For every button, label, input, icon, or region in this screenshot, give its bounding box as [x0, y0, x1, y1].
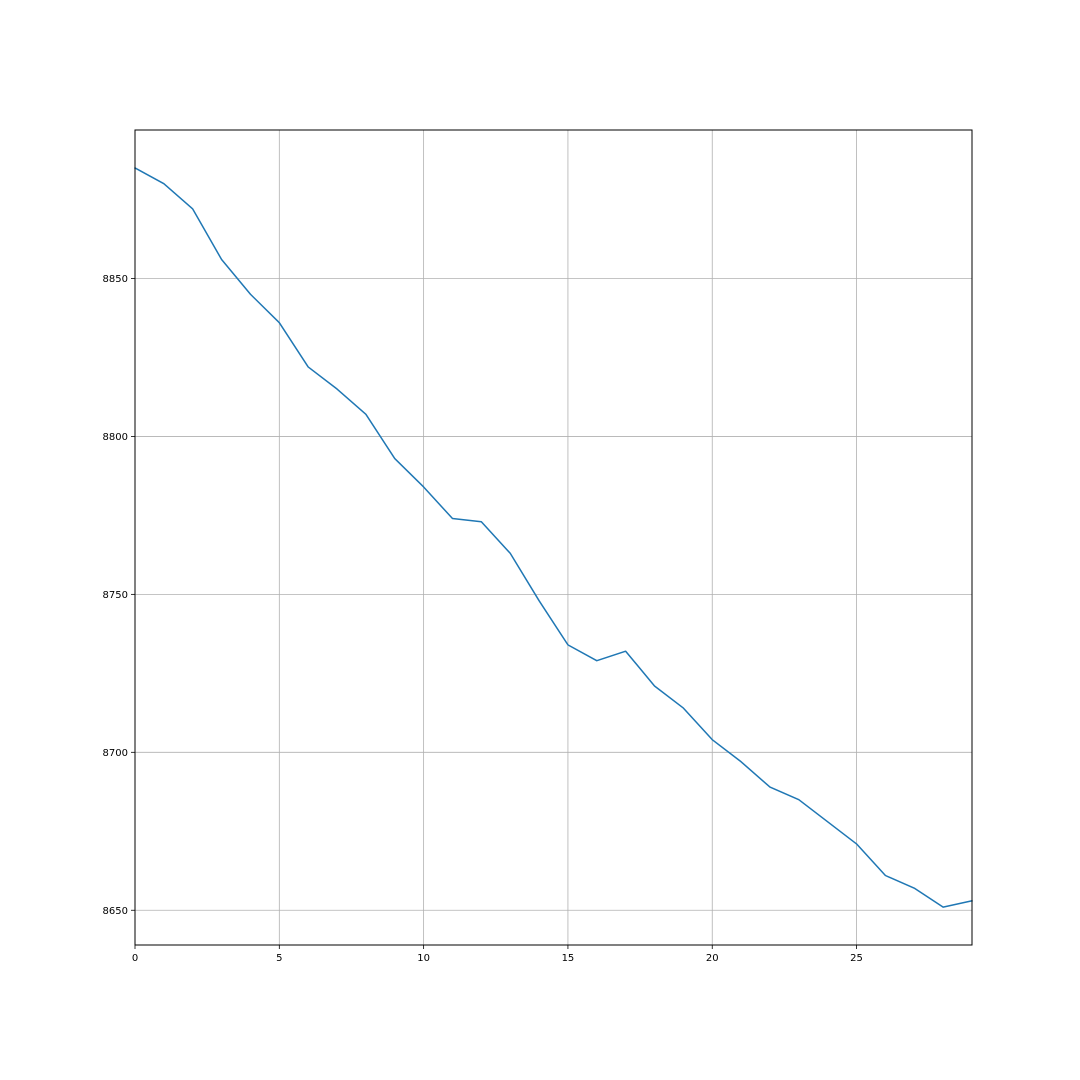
tick-marks [131, 278, 857, 949]
y-tick-label: 8650 [103, 906, 128, 917]
x-tick-label: 10 [417, 953, 430, 964]
x-axis-tick-labels: 0 5 10 15 20 25 [132, 953, 863, 964]
x-tick-label: 15 [562, 953, 575, 964]
y-tick-label: 8850 [103, 274, 128, 285]
series-layer [133, 166, 973, 908]
y-tick-label: 8700 [103, 748, 128, 759]
series-line [133, 166, 973, 908]
y-tick-label: 8800 [103, 432, 128, 443]
x-tick-label: 5 [276, 953, 282, 964]
axes-frame [134, 129, 973, 946]
x-tick-label: 25 [850, 953, 863, 964]
x-tick-label: 20 [706, 953, 719, 964]
x-tick-label: 0 [132, 953, 138, 964]
gridlines [134, 130, 972, 945]
y-axis-tick-labels: 8650 8700 8750 8800 8850 [103, 274, 128, 917]
y-tick-label: 8750 [103, 590, 128, 601]
